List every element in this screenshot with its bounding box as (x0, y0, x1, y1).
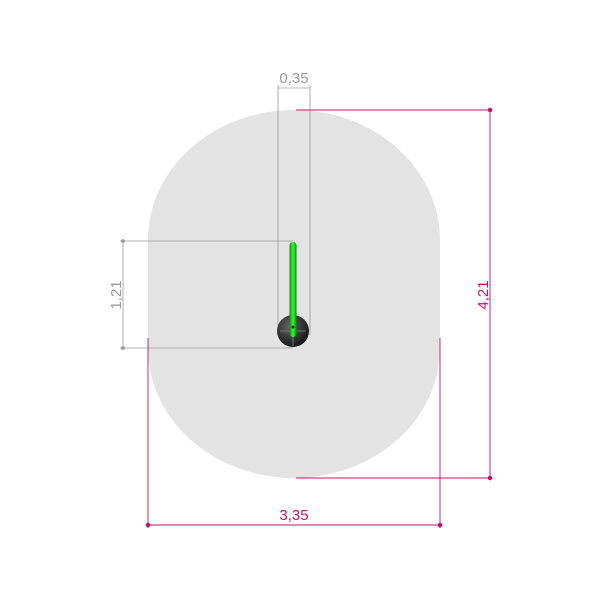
slot-depth-label: 1,21 (108, 280, 125, 309)
lip-anchor (291, 325, 295, 329)
width-dimension (145, 338, 443, 528)
height-dimension (296, 107, 493, 481)
height-label: 4,21 (475, 280, 492, 309)
slot-depth-dimension (120, 239, 293, 350)
slot-width-label: 0,35 (279, 70, 308, 87)
slot-width-dimension (277, 85, 311, 335)
width-label: 3,35 (279, 507, 308, 524)
lip (289, 242, 297, 337)
